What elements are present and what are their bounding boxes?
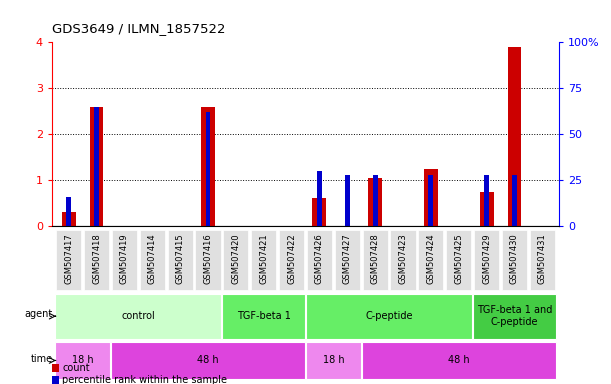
FancyBboxPatch shape bbox=[419, 230, 444, 290]
Text: C-peptide: C-peptide bbox=[365, 311, 413, 321]
Text: control: control bbox=[122, 311, 155, 321]
FancyBboxPatch shape bbox=[335, 230, 360, 290]
Text: GSM507424: GSM507424 bbox=[426, 233, 436, 284]
Text: TGF-beta 1 and
C-peptide: TGF-beta 1 and C-peptide bbox=[477, 305, 552, 327]
FancyBboxPatch shape bbox=[502, 230, 527, 290]
FancyBboxPatch shape bbox=[530, 230, 555, 290]
Text: GSM507415: GSM507415 bbox=[175, 233, 185, 284]
Bar bbox=[373, 174, 378, 226]
Bar bbox=[508, 47, 521, 226]
Text: GSM507431: GSM507431 bbox=[538, 233, 547, 284]
Text: agent: agent bbox=[24, 309, 53, 319]
Text: 48 h: 48 h bbox=[448, 356, 470, 366]
Bar bbox=[201, 106, 215, 226]
FancyBboxPatch shape bbox=[222, 293, 305, 339]
FancyBboxPatch shape bbox=[55, 343, 110, 379]
FancyBboxPatch shape bbox=[251, 230, 276, 290]
Bar bbox=[205, 112, 210, 226]
Text: 18 h: 18 h bbox=[71, 356, 93, 366]
Bar bbox=[62, 212, 76, 226]
Text: TGF-beta 1: TGF-beta 1 bbox=[237, 311, 291, 321]
FancyBboxPatch shape bbox=[111, 343, 305, 379]
Text: GSM507418: GSM507418 bbox=[92, 233, 101, 284]
Text: GSM507430: GSM507430 bbox=[510, 233, 519, 284]
Text: GSM507427: GSM507427 bbox=[343, 233, 352, 284]
FancyBboxPatch shape bbox=[279, 230, 304, 290]
FancyBboxPatch shape bbox=[390, 230, 415, 290]
Text: GSM507422: GSM507422 bbox=[287, 233, 296, 284]
Bar bbox=[345, 174, 349, 226]
Bar bbox=[480, 192, 494, 226]
Bar bbox=[90, 106, 103, 226]
FancyBboxPatch shape bbox=[55, 293, 221, 339]
FancyBboxPatch shape bbox=[167, 230, 192, 290]
Text: 48 h: 48 h bbox=[197, 356, 219, 366]
FancyBboxPatch shape bbox=[446, 230, 471, 290]
Text: GSM507414: GSM507414 bbox=[148, 233, 157, 284]
Bar bbox=[317, 171, 322, 226]
FancyBboxPatch shape bbox=[307, 230, 332, 290]
Text: GSM507426: GSM507426 bbox=[315, 233, 324, 284]
Bar bbox=[94, 106, 99, 226]
Text: GSM507417: GSM507417 bbox=[64, 233, 73, 284]
Bar bbox=[512, 174, 517, 226]
Bar bbox=[484, 174, 489, 226]
Text: GSM507419: GSM507419 bbox=[120, 233, 129, 284]
Text: GSM507420: GSM507420 bbox=[232, 233, 240, 284]
Text: GSM507421: GSM507421 bbox=[259, 233, 268, 284]
Text: GSM507416: GSM507416 bbox=[203, 233, 213, 284]
Bar bbox=[428, 174, 433, 226]
FancyBboxPatch shape bbox=[56, 230, 81, 290]
FancyBboxPatch shape bbox=[362, 230, 388, 290]
FancyBboxPatch shape bbox=[306, 343, 360, 379]
Text: 18 h: 18 h bbox=[323, 356, 344, 366]
Text: GSM507423: GSM507423 bbox=[398, 233, 408, 284]
FancyBboxPatch shape bbox=[474, 230, 499, 290]
FancyBboxPatch shape bbox=[362, 343, 556, 379]
Bar bbox=[66, 197, 71, 226]
FancyBboxPatch shape bbox=[223, 230, 249, 290]
Bar bbox=[424, 169, 438, 226]
Text: percentile rank within the sample: percentile rank within the sample bbox=[62, 375, 227, 384]
Text: GDS3649 / ILMN_1857522: GDS3649 / ILMN_1857522 bbox=[52, 22, 225, 35]
FancyBboxPatch shape bbox=[140, 230, 165, 290]
Text: GSM507428: GSM507428 bbox=[371, 233, 379, 284]
FancyBboxPatch shape bbox=[306, 293, 472, 339]
Bar bbox=[368, 178, 382, 226]
Text: GSM507425: GSM507425 bbox=[454, 233, 463, 284]
FancyBboxPatch shape bbox=[474, 293, 556, 339]
Text: GSM507429: GSM507429 bbox=[482, 233, 491, 284]
FancyBboxPatch shape bbox=[112, 230, 137, 290]
Text: time: time bbox=[31, 354, 53, 364]
FancyBboxPatch shape bbox=[84, 230, 109, 290]
Bar bbox=[312, 199, 326, 226]
Text: count: count bbox=[62, 363, 90, 373]
FancyBboxPatch shape bbox=[196, 230, 221, 290]
